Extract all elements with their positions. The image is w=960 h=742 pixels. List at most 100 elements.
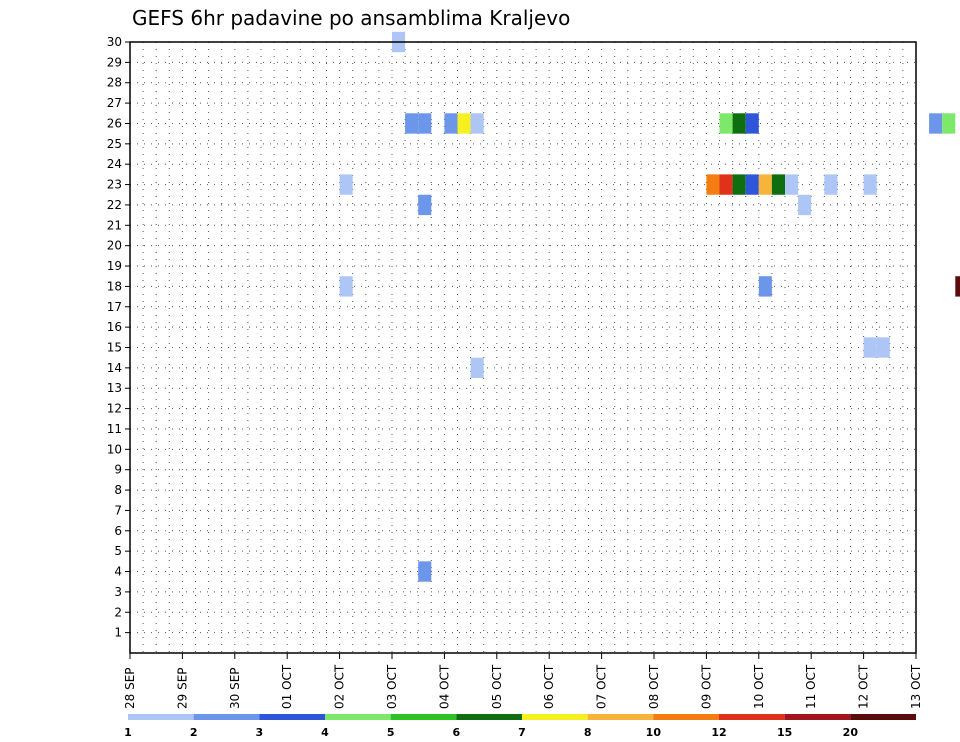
colorbar-label: 1 (124, 726, 132, 739)
colorbar-label: 15 (777, 726, 792, 739)
heat-cell (444, 113, 458, 134)
heat-cell (771, 174, 785, 195)
x-tick-label: 10 OCT (752, 664, 766, 709)
x-tick-label: 11 OCT (804, 664, 818, 709)
chart-title: GEFS 6hr padavine po ansamblima Kraljevo (132, 6, 570, 30)
y-tick-label: 16 (107, 320, 122, 334)
colorbar-swatch (325, 714, 391, 720)
colorbar-swatch (850, 714, 916, 720)
y-tick-label: 13 (107, 381, 122, 395)
heat-cell (706, 174, 720, 195)
y-tick-label: 3 (114, 585, 122, 599)
colorbar-swatch (193, 714, 260, 720)
y-tick-label: 6 (114, 524, 122, 538)
colorbar-label: 12 (711, 726, 726, 739)
heat-cell (732, 113, 746, 134)
y-tick-label: 18 (107, 279, 122, 293)
x-tick-label: 13 OCT (909, 664, 923, 709)
colorbar-label: 10 (646, 726, 662, 739)
y-tick-label: 26 (107, 116, 122, 130)
y-tick-label: 14 (107, 361, 122, 375)
x-tick-label: 04 OCT (437, 664, 451, 709)
x-tick-label: 05 OCT (490, 664, 504, 709)
x-tick-label: 30 SEP (228, 667, 242, 709)
y-tick-label: 29 (107, 55, 122, 69)
colorbar-label: 2 (190, 726, 198, 739)
colorbar-label: 4 (321, 726, 329, 739)
data-cells (339, 31, 960, 582)
colorbar-label: 3 (256, 726, 264, 739)
heat-cell (876, 337, 890, 358)
x-tick-label: 02 OCT (333, 664, 347, 709)
y-tick-label: 8 (114, 483, 122, 497)
colorbar-swatch (719, 714, 785, 720)
heat-cell (929, 113, 943, 134)
colorbar-swatch (653, 714, 719, 720)
x-tick-label: 03 OCT (385, 664, 399, 709)
y-tick-label: 9 (114, 463, 122, 477)
heat-cell (785, 174, 799, 195)
heat-cell (798, 194, 812, 216)
colorbar-swatch (784, 714, 851, 720)
heat-cell (719, 113, 733, 134)
y-tick-label: 25 (107, 137, 122, 151)
x-tick-label: 29 SEP (175, 667, 189, 709)
heat-cell (470, 113, 484, 134)
y-tick-label: 23 (107, 178, 122, 192)
y-tick-label: 7 (114, 503, 122, 517)
heat-cell (470, 357, 484, 379)
heat-cell (405, 113, 419, 134)
y-tick-label: 10 (107, 442, 122, 456)
y-tick-label: 1 (114, 626, 122, 640)
colorbar-label: 20 (843, 726, 859, 739)
x-tick-label: 28 SEP (123, 667, 137, 709)
colorbar-label: 7 (518, 726, 526, 739)
heat-cell (418, 113, 432, 134)
heat-cell (863, 337, 877, 358)
x-tick-label: 12 OCT (857, 664, 871, 709)
heat-cell (745, 113, 759, 134)
heat-cell (457, 113, 471, 134)
y-axis: 1234567891011121314151617181920212223242… (107, 35, 130, 640)
heat-cell (745, 174, 759, 195)
colorbar-swatch (522, 714, 588, 720)
heat-cell (418, 561, 432, 582)
heat-cell (942, 113, 956, 134)
y-tick-label: 27 (107, 96, 122, 110)
y-tick-label: 22 (107, 198, 122, 212)
heat-cell (758, 174, 772, 195)
x-axis: 28 SEP 29 SEP 30 SEP 01 OCT 02 OCT 03 OCT 04 O… (123, 653, 923, 709)
colorbar-label: 6 (453, 726, 461, 739)
colorbar: 1 2 3 4 5 6 7 8 10 12 15 20 (124, 714, 916, 739)
heat-cell (418, 194, 432, 216)
grid (130, 41, 916, 653)
x-tick-label: 01 OCT (280, 664, 294, 709)
colorbar-swatch (390, 714, 457, 720)
y-tick-label: 2 (114, 605, 122, 619)
x-tick-label: 07 OCT (595, 664, 609, 709)
y-tick-label: 12 (107, 402, 122, 416)
heat-cell (863, 174, 877, 195)
heat-cell (824, 174, 838, 195)
heat-cell (955, 276, 960, 297)
heat-cell (732, 174, 746, 195)
heat-cell (339, 174, 353, 195)
heat-cell (719, 174, 733, 195)
y-tick-label: 24 (107, 157, 122, 171)
y-tick-label: 15 (107, 341, 122, 355)
y-tick-label: 28 (107, 76, 122, 90)
y-tick-label: 21 (107, 218, 122, 232)
colorbar-swatch (128, 714, 194, 720)
y-tick-label: 19 (107, 259, 122, 273)
y-tick-label: 4 (114, 565, 122, 579)
y-tick-label: 5 (114, 544, 122, 558)
y-tick-label: 17 (107, 300, 122, 314)
colorbar-swatch (587, 714, 654, 720)
heat-cell (758, 276, 772, 297)
x-tick-label: 06 OCT (542, 664, 556, 709)
heat-cell (339, 276, 353, 297)
colorbar-swatch (259, 714, 325, 720)
x-tick-label: 08 OCT (647, 664, 661, 709)
y-tick-label: 20 (107, 239, 122, 253)
